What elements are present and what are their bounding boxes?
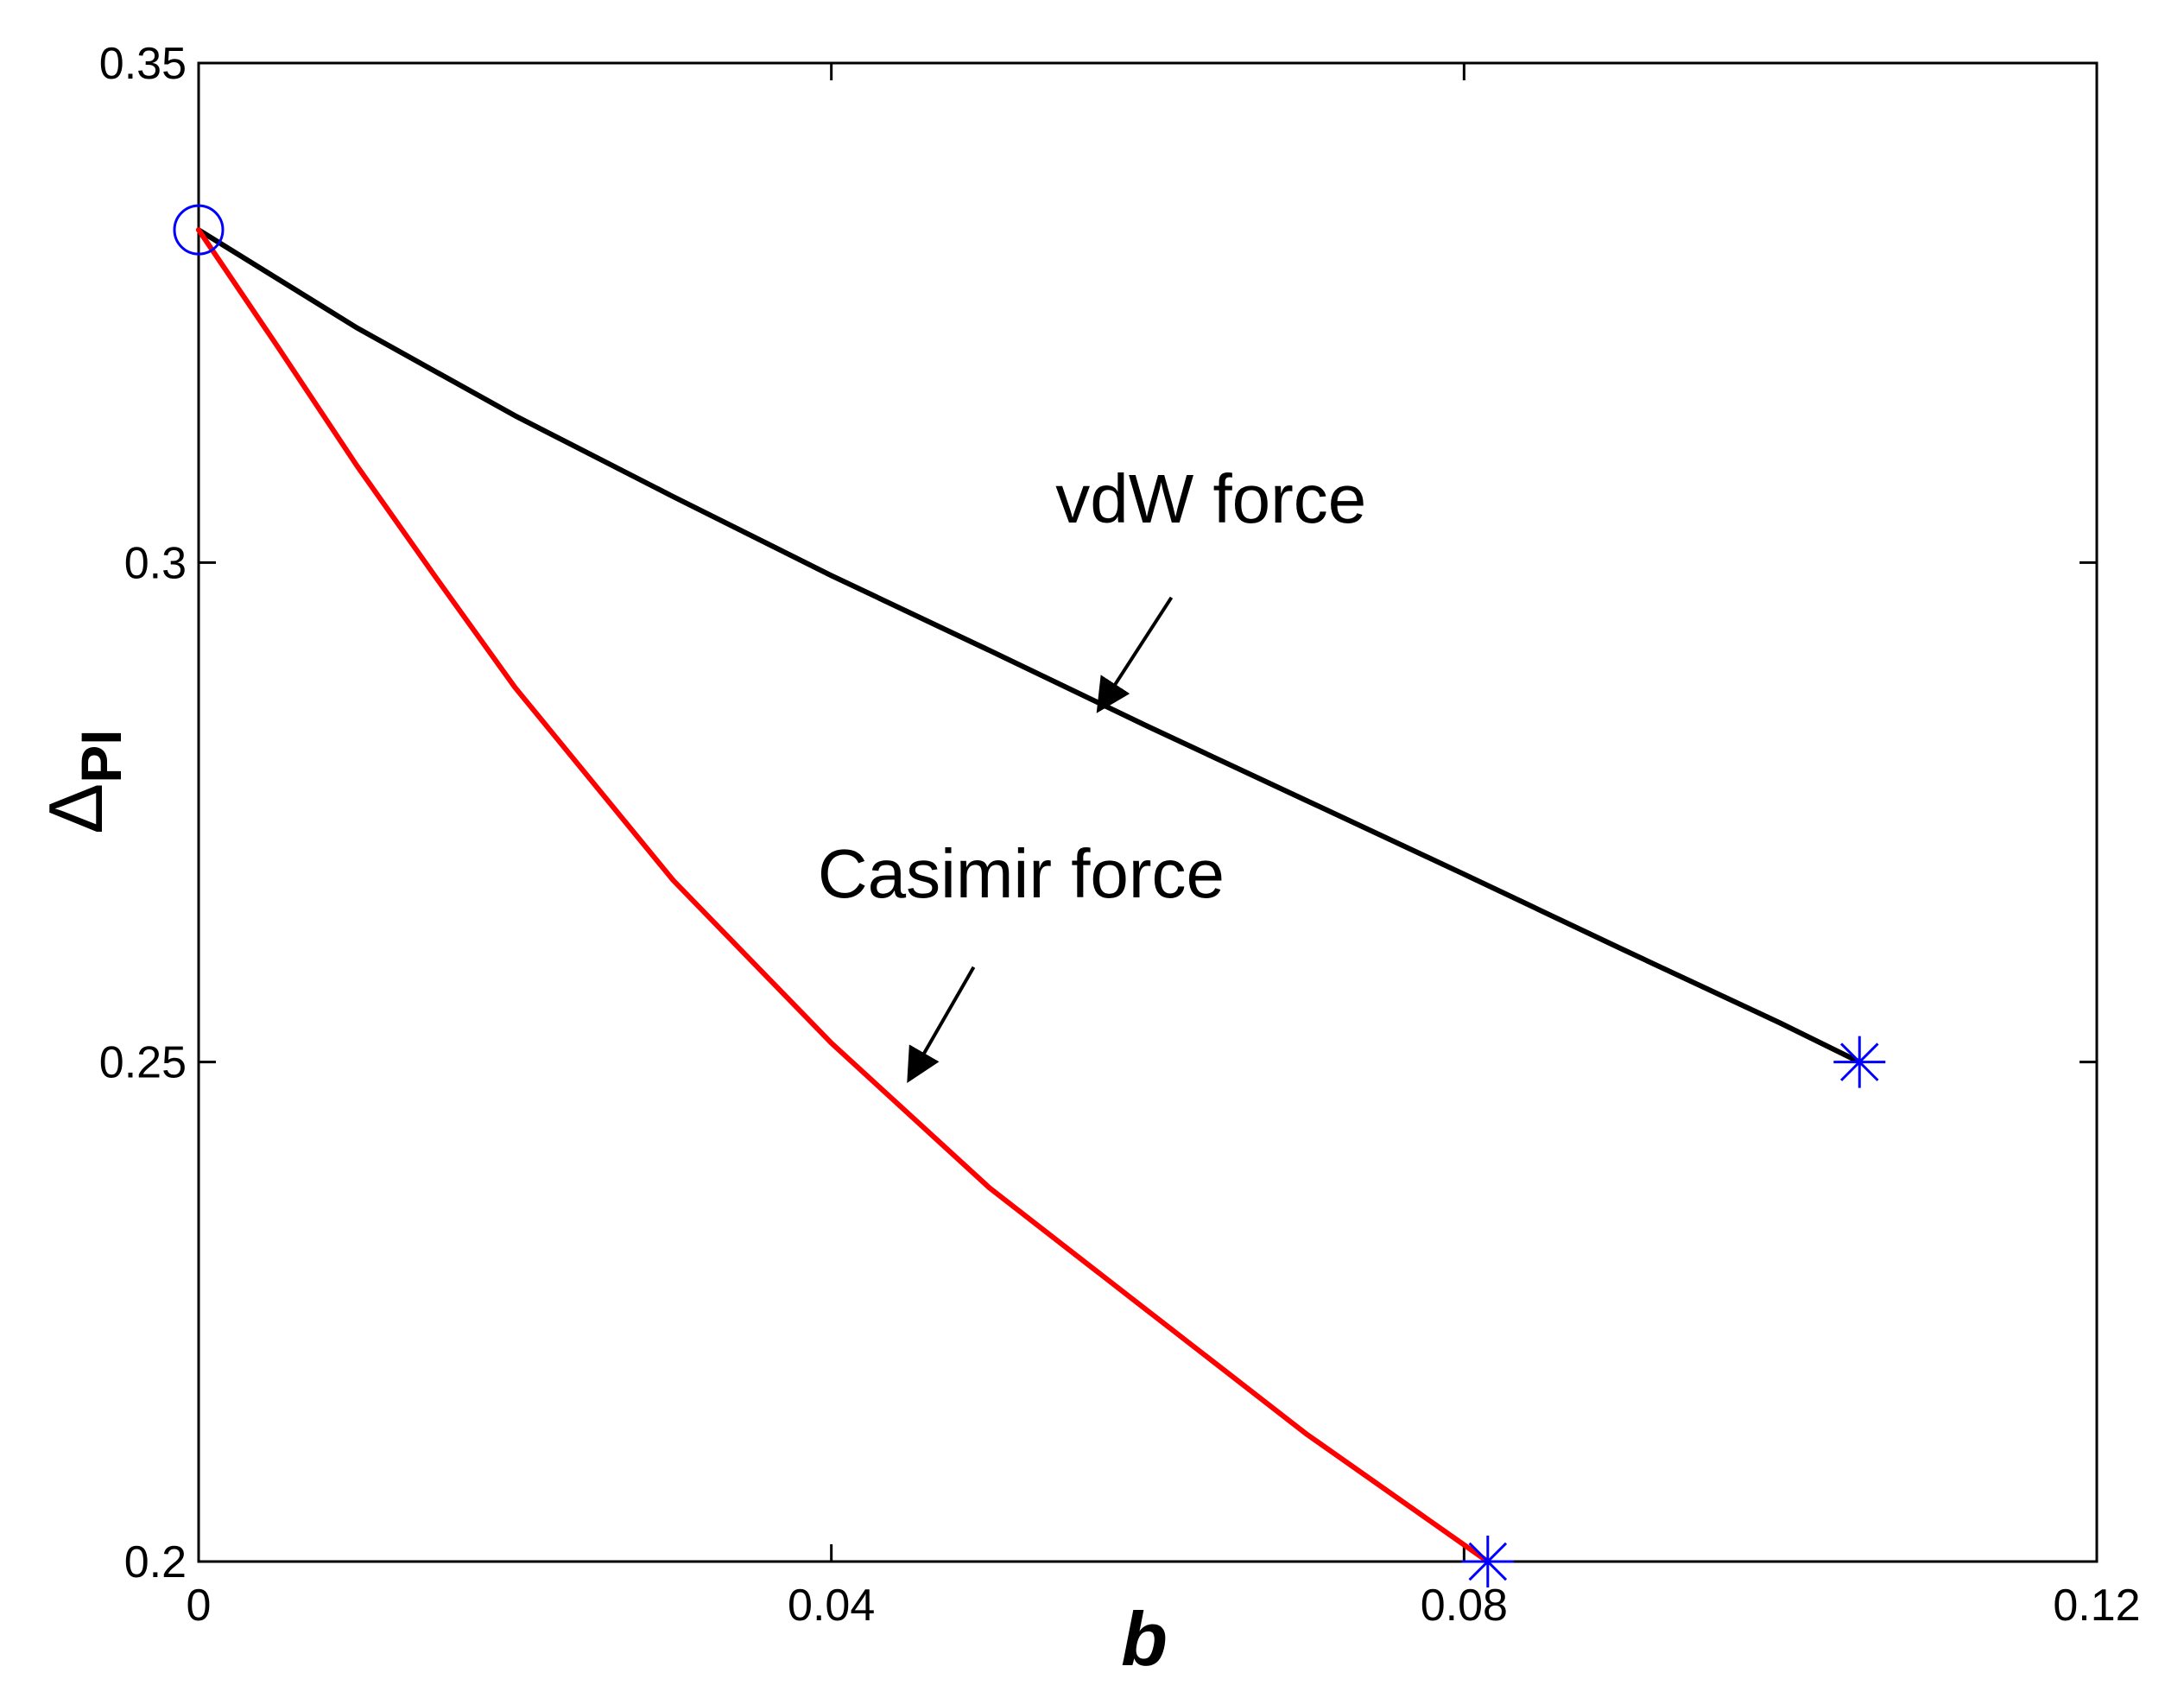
y-axis-label-sub: PI (69, 729, 133, 782)
circle-marker (173, 204, 225, 256)
annotation-label: vdW force (1055, 460, 1366, 537)
annotation-arrow (907, 966, 976, 1083)
series-line-casimir-force (196, 227, 1491, 1564)
y-tick-label: 0.3 (124, 538, 187, 588)
y-tick-label: 0.2 (124, 1537, 187, 1587)
svg-text:ΔPI: ΔPI (33, 729, 133, 833)
y-tick-label: 0.25 (99, 1038, 187, 1088)
x-tick-label: 0 (187, 1581, 212, 1631)
x-tick-label: 0.04 (788, 1581, 875, 1631)
x-axis-label: b (1121, 1596, 1168, 1682)
annotation-label: Casimir force (818, 835, 1225, 912)
axes-box (197, 61, 2099, 1563)
series-line-vdw-force (196, 227, 1863, 1065)
y-axis-label-main: Δ (33, 783, 118, 834)
asterisk-marker (1833, 1036, 1886, 1088)
x-tick-label: 0.12 (2053, 1581, 2140, 1631)
annotation-arrow (1096, 596, 1174, 713)
asterisk-marker (1461, 1536, 1514, 1587)
y-axis-label: ΔPI (33, 729, 133, 833)
y-tick-label: 0.35 (99, 39, 187, 89)
x-tick-label: 0.08 (1421, 1581, 1508, 1631)
plot-area: 0 0.04 0.08 0.12 0.2 0.25 0.3 0.35 vdW force Casi… (99, 39, 2141, 1631)
